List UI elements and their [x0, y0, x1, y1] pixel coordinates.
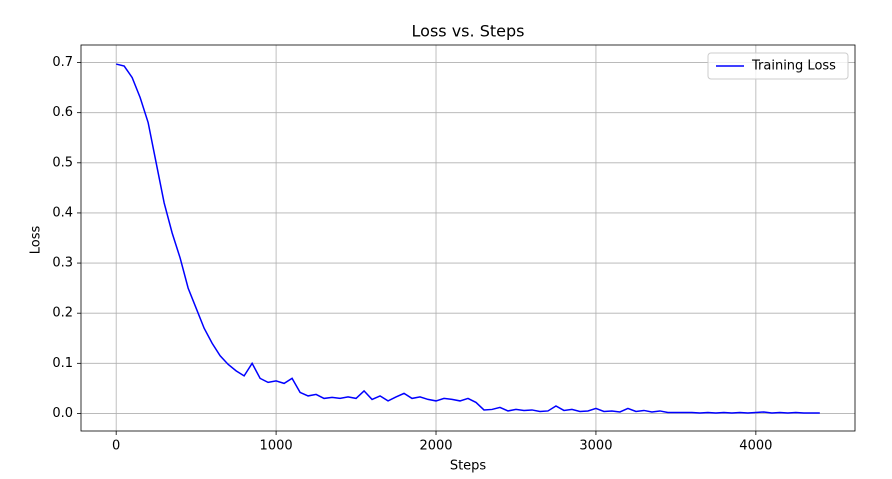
line	[115, 63, 820, 414]
chart-title: Loss vs. Steps	[412, 22, 525, 41]
x-tick-label: 3000	[579, 439, 612, 454]
y-tick-label: 0.3	[52, 256, 73, 271]
y-tick-label: 0.7	[52, 55, 73, 70]
plot-frame	[80, 44, 856, 432]
x-axis-label: Steps	[450, 459, 487, 474]
legend-box	[707, 52, 849, 80]
y-tick-label: 0.2	[52, 306, 73, 321]
y-tick-label: 0.0	[52, 406, 73, 421]
x-tick-label: 4000	[739, 439, 772, 454]
y-tick-label: 0.5	[52, 155, 73, 170]
x-tick-label: 0	[112, 439, 120, 454]
y-tick-label: 0.6	[52, 105, 73, 120]
y-tick-label: 0.4	[52, 205, 73, 220]
x-tick-label: 1000	[260, 439, 293, 454]
x-tick-label: 2000	[419, 439, 452, 454]
legend-label: Training Loss	[751, 59, 836, 74]
y-axis-label: Loss	[29, 226, 44, 255]
y-tick-label: 0.1	[52, 356, 73, 371]
legend: Training Loss	[707, 52, 849, 80]
